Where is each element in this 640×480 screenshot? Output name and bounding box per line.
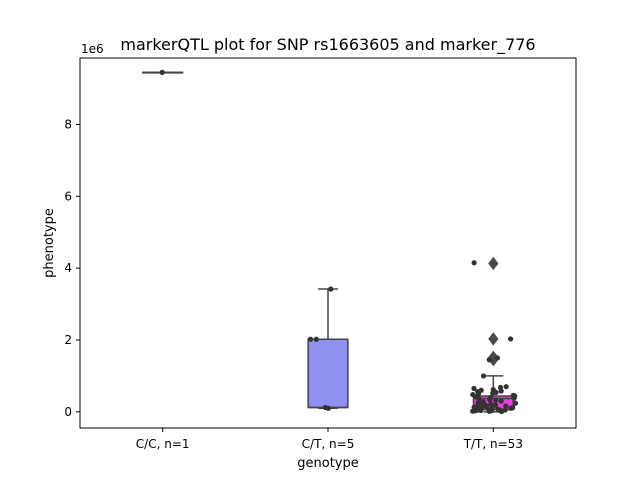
outlier-marker: [488, 256, 499, 271]
data-point: [486, 408, 492, 414]
y-tick-label: 2: [64, 333, 72, 347]
chart-title: markerQTL plot for SNP rs1663605 and mar…: [120, 35, 535, 55]
plot-frame: [79, 57, 577, 429]
data-point: [492, 402, 499, 408]
box-body: [307, 338, 349, 409]
data-point: [313, 336, 319, 342]
outlier-marker: [488, 332, 499, 346]
y-tick-label: 6: [64, 189, 72, 203]
data-point: [487, 397, 493, 403]
data-point: [508, 336, 514, 342]
data-point: [470, 408, 476, 414]
data-point: [503, 384, 509, 390]
x-tick-label: T/T, n=53: [463, 437, 523, 451]
y-tick-label: 8: [64, 117, 72, 131]
data-point: [503, 403, 509, 409]
data-point: [498, 398, 504, 404]
y-tick-label: 0: [64, 405, 72, 419]
data-point: [493, 397, 499, 403]
y-axis-label: phenotype: [42, 208, 57, 278]
data-point: [488, 401, 494, 407]
data-point: [478, 407, 484, 414]
plot-area: 0 2 4 6 8 C/C, n=1 C/T, n=5 T/T, n=53: [64, 69, 523, 451]
data-point: [512, 400, 519, 406]
x-tick-label: C/C, n=1: [136, 437, 190, 451]
x-axis-label: genotype: [297, 456, 358, 471]
data-point: [498, 388, 504, 394]
data-point: [471, 385, 477, 392]
data-point: [480, 373, 487, 379]
x-tick-label: C/T, n=5: [302, 437, 355, 451]
data-point: [494, 355, 501, 361]
y-tick-label: 4: [64, 261, 72, 275]
data-point: [159, 69, 165, 75]
data-point: [471, 260, 477, 266]
data-point: [498, 408, 505, 415]
data-point: [486, 357, 492, 363]
data-point: [490, 390, 496, 396]
y-offset-label: 1e6: [81, 42, 104, 56]
data-point: [508, 405, 514, 411]
data-point: [328, 286, 334, 292]
data-point: [325, 405, 331, 411]
data-point: [511, 395, 517, 401]
data-point: [307, 336, 314, 342]
